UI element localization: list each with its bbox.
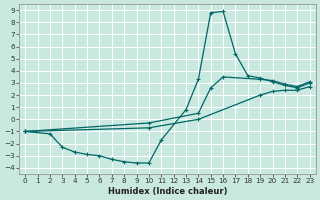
X-axis label: Humidex (Indice chaleur): Humidex (Indice chaleur): [108, 187, 227, 196]
